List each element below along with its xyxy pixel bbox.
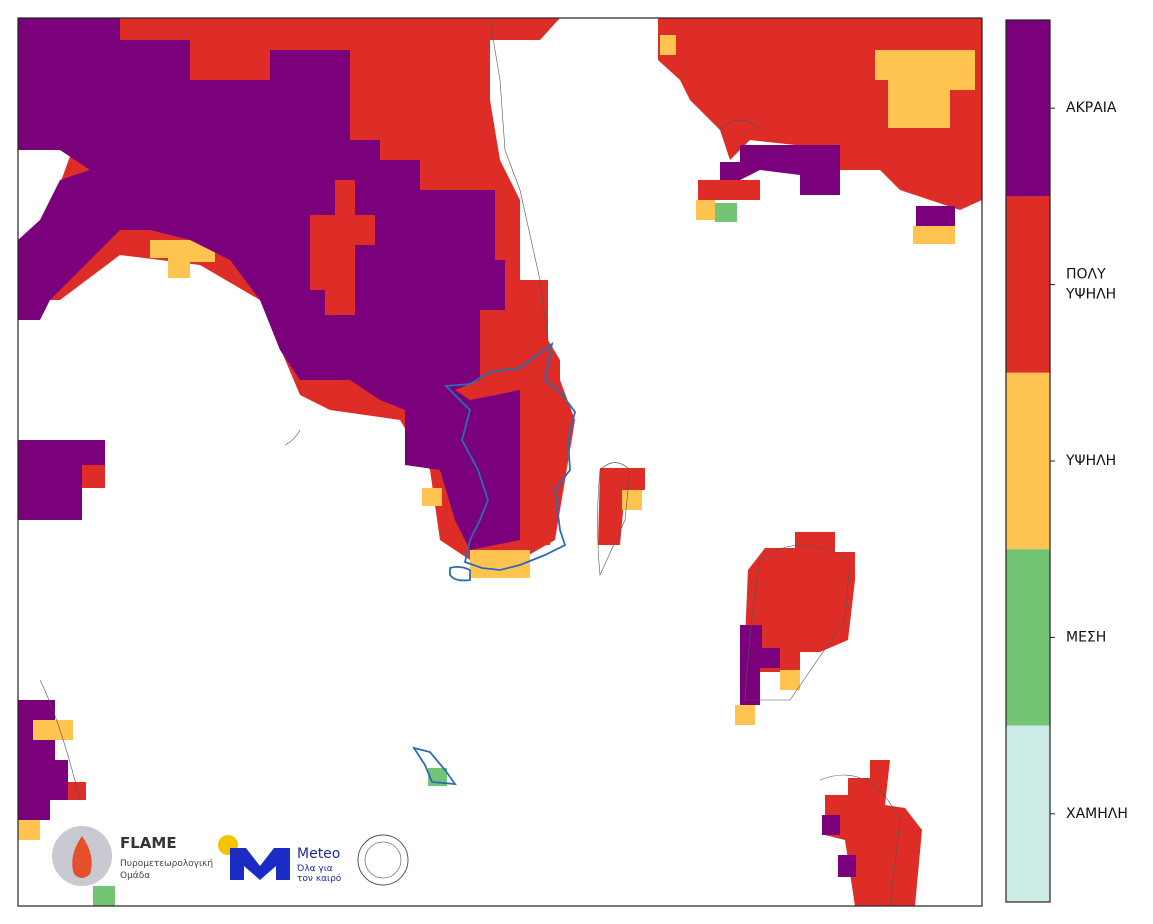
legend-swatch	[1006, 196, 1050, 373]
danger-area	[33, 720, 73, 740]
legend-swatch	[1006, 372, 1050, 550]
danger-area	[150, 240, 215, 278]
danger-area	[875, 50, 975, 128]
flame-icon	[72, 836, 92, 878]
border	[443, 341, 576, 571]
danger-area	[422, 488, 442, 506]
legend-frame	[1005, 19, 1051, 903]
coastline	[39, 19, 901, 906]
logo-text: Πυρομετεωρολογική	[120, 859, 213, 869]
border	[412, 565, 471, 786]
danger-area	[18, 440, 105, 520]
legend-label: ΧΑΜΗΛΗ	[1066, 806, 1128, 822]
danger-area	[622, 490, 642, 510]
danger-area	[18, 18, 520, 550]
danger-area	[696, 200, 715, 220]
logo-text: FLAME	[120, 834, 177, 852]
legend-swatch	[1006, 20, 1050, 197]
legend-label: ΜΕΣΗ	[1066, 629, 1106, 645]
danger-area	[825, 760, 922, 906]
danger-area	[780, 670, 800, 690]
danger-area	[913, 226, 955, 244]
danger-area	[660, 35, 676, 55]
map-frame	[17, 17, 983, 907]
danger-area	[310, 180, 375, 315]
legend-label: ΥΨΗΛΗ	[1065, 453, 1116, 469]
legend-label: ΠΟΛΥ	[1066, 267, 1106, 283]
danger-area	[82, 465, 105, 488]
danger-area	[838, 855, 856, 877]
logo-text: τον καιρό	[297, 873, 342, 884]
meteo-logo	[230, 848, 290, 880]
legend-label: ΑΚΡΑΙΑ	[1066, 100, 1117, 116]
danger-area	[735, 705, 755, 725]
danger-area	[698, 180, 760, 200]
danger-area	[715, 203, 737, 222]
map	[18, 18, 982, 906]
legend: ΑΚΡΑΙΑ ΠΟΛΥ ΥΨΗΛΗ ΥΨΗΛΗ ΜΕΣΗ ΧΑΜΗΛΗ	[1005, 19, 1128, 903]
legend-label: ΥΨΗΛΗ	[1065, 287, 1116, 303]
seal-logo	[357, 834, 409, 886]
danger-area	[598, 468, 645, 545]
danger-area	[18, 700, 68, 820]
danger-area	[68, 782, 86, 800]
logo-text: Meteo	[297, 846, 340, 862]
legend-swatch	[1006, 549, 1050, 726]
danger-area	[822, 815, 840, 835]
danger-area	[470, 550, 530, 578]
danger-area	[740, 625, 780, 705]
seal-logo	[364, 841, 402, 879]
danger-area	[916, 206, 955, 226]
logos: FLAME Πυρομετεωρολογική Ομάδα Meteo Όλα …	[52, 826, 409, 886]
logo-text: Όλα για	[296, 863, 333, 874]
logo-text: Ομάδα	[120, 871, 150, 881]
danger-area	[720, 145, 840, 195]
danger-area	[18, 820, 40, 840]
danger-area	[745, 532, 855, 672]
danger-area	[93, 886, 115, 906]
danger-area	[525, 380, 572, 545]
legend-swatch	[1006, 725, 1050, 902]
